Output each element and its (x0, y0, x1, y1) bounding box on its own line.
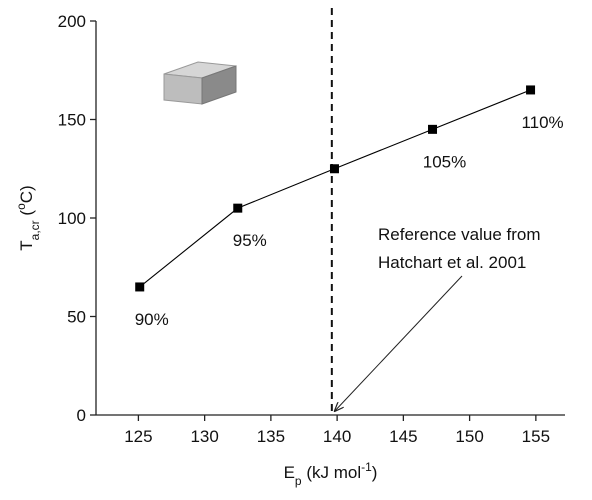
data-point (233, 204, 242, 213)
y-tick-label: 150 (58, 111, 86, 130)
point-label: 90% (135, 310, 169, 329)
box-icon (164, 62, 236, 104)
data-point (526, 85, 535, 94)
y-axis-label-part: a,cr (28, 220, 42, 240)
x-axis-label-part: -1 (361, 460, 372, 474)
y-axis-label-part: C) (17, 185, 36, 203)
point-label: 105% (423, 152, 466, 171)
annotation-arrow (335, 276, 462, 411)
y-tick-label: 50 (67, 308, 86, 327)
y-axis-label: Ta,cr (oC) (14, 185, 42, 250)
x-axis-label-part: (kJ mol (302, 463, 362, 482)
point-label: 110% (521, 113, 563, 132)
x-tick-label: 150 (455, 427, 483, 446)
y-tick-label: 0 (77, 406, 86, 425)
data-point (135, 282, 144, 291)
annotation: Reference value from (378, 225, 541, 244)
x-tick-label: 140 (323, 427, 351, 446)
annotation: Hatchart et al. 2001 (378, 253, 526, 272)
x-tick-label: 130 (190, 427, 218, 446)
y-tick-label: 200 (58, 12, 86, 31)
x-axis-label-part: E (284, 463, 295, 482)
point-label: 95% (233, 231, 267, 250)
x-tick-label: 135 (257, 427, 285, 446)
x-axis-label: Ep (kJ mol-1) (284, 460, 378, 488)
x-tick-label: 145 (389, 427, 417, 446)
data-point (330, 164, 339, 173)
y-tick-label: 100 (58, 209, 86, 228)
chart: 0 50 100 150 200 125 130 135 140 145 150 155 Ep (kJ … (0, 0, 592, 495)
y-axis-label-part: T (17, 240, 36, 250)
x-axis-label-part: ) (372, 463, 378, 482)
data-point (428, 125, 437, 134)
x-tick-label: 125 (124, 427, 152, 446)
page: 0 50 100 150 200 125 130 135 140 145 150 155 Ep (kJ … (0, 0, 592, 500)
x-tick-label: 155 (522, 427, 550, 446)
y-axis-label-part: ( (17, 210, 36, 221)
